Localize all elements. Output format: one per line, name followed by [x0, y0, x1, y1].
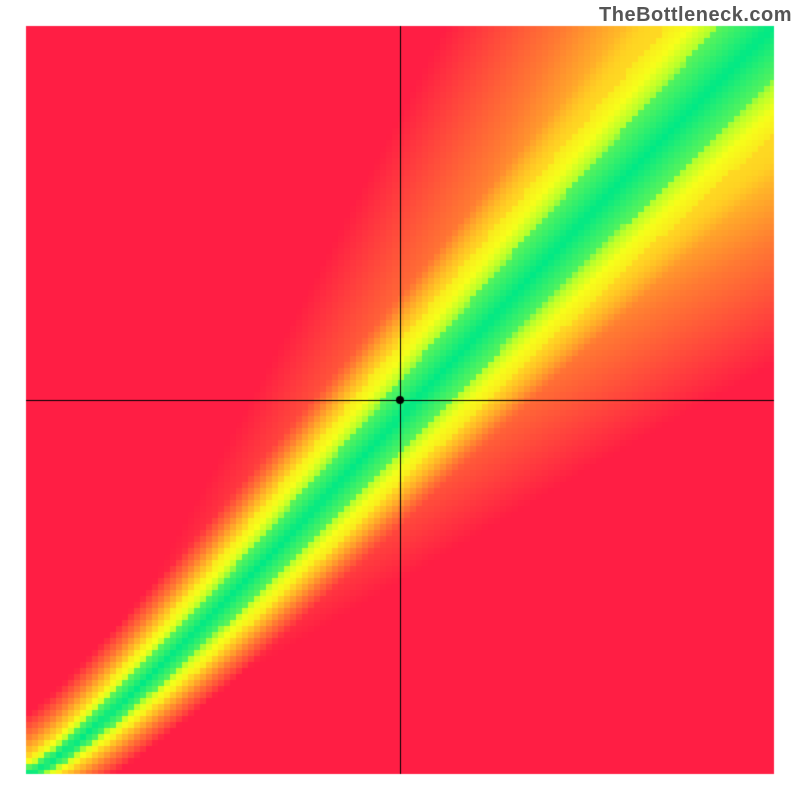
chart-container: TheBottleneck.com — [0, 0, 800, 800]
bottleneck-heatmap-canvas — [0, 0, 800, 800]
watermark-text: TheBottleneck.com — [599, 4, 792, 27]
